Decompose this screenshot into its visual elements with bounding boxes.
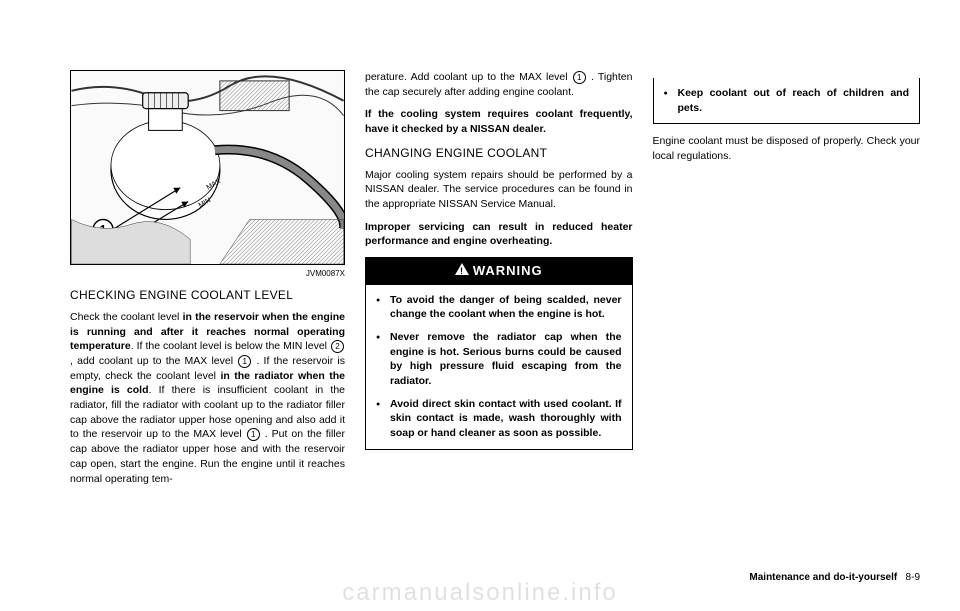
heading-changing-coolant: CHANGING ENGINE COOLANT (365, 145, 633, 162)
col2-paragraph-1: perature. Add coolant up to the MAX leve… (365, 70, 633, 99)
column-2: perature. Add coolant up to the MAX leve… (365, 70, 633, 494)
warning-item: Keep coolant out of reach of children an… (664, 86, 910, 115)
figure-code: JVM0087X (70, 268, 345, 279)
page-content: MAX MIN 1 2 JVM0087X CHECKING ENGINE COO… (0, 0, 960, 524)
warning-body: Keep coolant out of reach of children an… (654, 78, 920, 123)
svg-text:!: ! (460, 266, 464, 275)
text-bold: If the cooling system requires coolant f… (365, 108, 633, 135)
warning-box-cont: Keep coolant out of reach of children an… (653, 78, 921, 124)
warning-triangle-icon: ! (455, 262, 469, 280)
text-bold: Improper servicing can result in reduced… (365, 221, 633, 248)
col3-paragraph: Engine coolant must be disposed of prope… (653, 134, 921, 163)
text: perature. Add coolant up to the MAX leve… (365, 71, 572, 83)
callout-2: 2 (331, 340, 344, 353)
warning-item: Avoid direct skin contact with used cool… (376, 397, 622, 441)
text: Check the coolant level (70, 311, 183, 323)
warning-item: Never remove the radiator cap when the e… (376, 330, 622, 389)
warning-label: WARNING (473, 263, 543, 278)
callout-1: 1 (573, 71, 586, 84)
warning-heading: ! WARNING (366, 258, 632, 285)
heading-checking-coolant: CHECKING ENGINE COOLANT LEVEL (70, 287, 345, 304)
warning-item: To avoid the danger of being scalded, ne… (376, 293, 622, 322)
warning-body: To avoid the danger of being scalded, ne… (366, 285, 632, 449)
text: , add coolant up to the MAX level (70, 355, 237, 367)
coolant-reservoir-illustration: MAX MIN 1 2 (70, 70, 345, 265)
col2-paragraph-2: If the cooling system requires coolant f… (365, 107, 633, 136)
callout-1: 1 (247, 428, 260, 441)
column-1: MAX MIN 1 2 JVM0087X CHECKING ENGINE COO… (70, 70, 345, 494)
col2-paragraph-4: Improper servicing can result in reduced… (365, 220, 633, 249)
callout-1: 1 (238, 355, 251, 368)
column-3: Keep coolant out of reach of children an… (653, 70, 921, 494)
warning-box: ! WARNING To avoid the danger of being s… (365, 257, 633, 450)
text: . If the coolant level is below the MIN … (131, 340, 330, 352)
col2-paragraph-3: Major cooling system repairs should be p… (365, 168, 633, 212)
col1-paragraph: Check the coolant level in the reservoir… (70, 310, 345, 486)
watermark: carmanualsonline.info (0, 579, 960, 607)
